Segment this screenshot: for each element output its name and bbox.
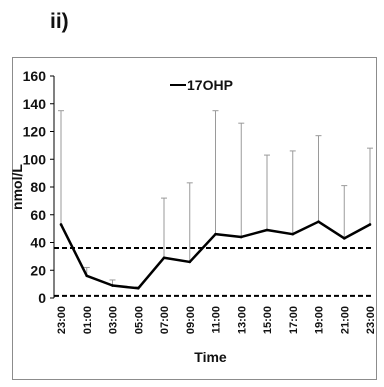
data-point (59, 223, 63, 226)
x-tick-label: 03:00 (108, 306, 120, 334)
x-tick-label: 19:00 (314, 306, 326, 334)
y-tick-label: 80 (30, 179, 46, 195)
data-point (291, 232, 295, 236)
data-point (162, 256, 166, 260)
y-tick-label: 0 (38, 290, 46, 306)
y-tick-label: 20 (30, 262, 46, 278)
x-tick-label: 21:00 (339, 306, 351, 334)
y-tick-label: 60 (30, 207, 46, 223)
x-tick-label: 11:00 (211, 306, 223, 334)
data-point (317, 220, 320, 223)
legend: 17OHP (170, 77, 233, 93)
data-point (214, 232, 217, 236)
x-tick-label: 09:00 (185, 306, 197, 334)
chart-frame (12, 57, 377, 380)
y-axis-title: nmol/L (9, 164, 25, 210)
y-tick-label: 100 (23, 151, 47, 167)
panel-label: ii) (50, 10, 69, 33)
y-tick-label: 40 (30, 235, 46, 251)
x-tick-label: 01:00 (82, 306, 94, 334)
y-tick-label: 120 (23, 124, 47, 140)
data-point (85, 274, 89, 278)
data-point (239, 235, 243, 239)
legend-label: 17OHP (187, 77, 233, 93)
data-point (342, 237, 346, 240)
x-tick-label: 17:00 (288, 306, 300, 334)
data-point (265, 228, 269, 232)
y-tick-label: 160 (23, 68, 47, 84)
x-tick-label: 05:00 (133, 306, 145, 334)
x-tick-label: 23:00 (56, 306, 68, 334)
data-point (368, 223, 372, 226)
x-tick-label: 15:00 (262, 306, 274, 334)
x-tick-label: 07:00 (159, 306, 171, 334)
data-point (111, 284, 114, 287)
data-point (188, 260, 192, 264)
x-tick-label: 13:00 (236, 306, 248, 334)
y-tick-label: 140 (23, 96, 47, 112)
x-axis-title: Time (194, 349, 227, 365)
data-point (136, 286, 140, 290)
x-tick-label: 23:00 (365, 306, 377, 334)
